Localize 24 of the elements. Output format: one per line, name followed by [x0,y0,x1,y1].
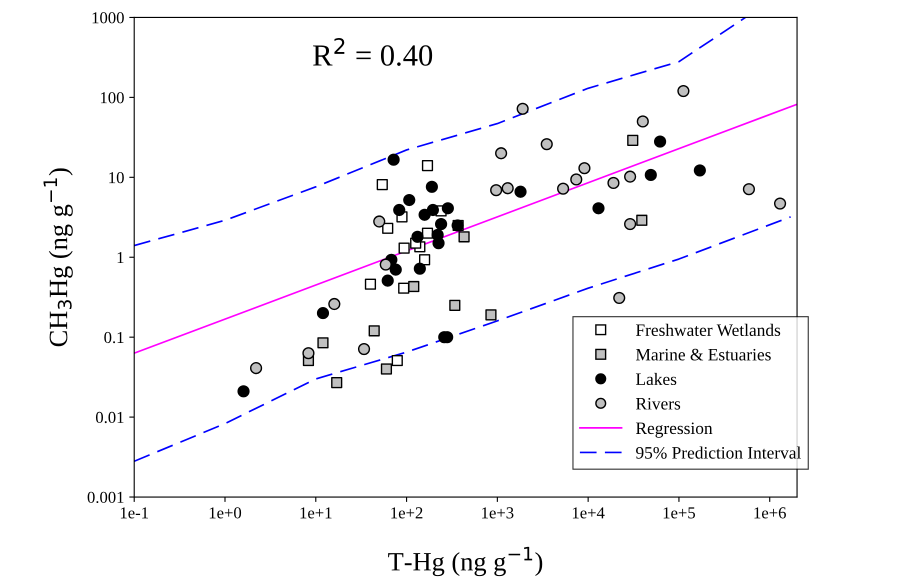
y-tick-label: 0.1 [104,332,124,344]
x-tick-label: 1e+1 [300,507,332,518]
x-tick-label: 1e+6 [754,507,786,518]
y-tick-label: 10 [109,172,124,184]
y-axis-title: CH$_{3}$Hg (ng g$^{−1}$) [44,168,73,346]
legend-label: Lakes [636,372,676,386]
legend-label: Rivers [636,398,680,410]
legend-label: Regression [636,422,712,438]
x-tick-label: 1e+4 [572,507,605,518]
y-tick-label: 100 [100,92,124,104]
x-tick-label: 1e+0 [210,507,242,518]
y-tick-label: 1000 [92,12,124,24]
legend-label: 95% Prediction Interval [636,446,801,459]
x-tick-label: 1e-1 [120,507,148,518]
x-tick-label: 1e+5 [664,507,696,518]
x-tick-label: 1e+3 [482,507,514,518]
legend-label: Freshwater Wetlands [636,324,780,336]
annotation: R$^{2}$ = 0.40 [313,38,432,66]
legend-label: Marine & Estuaries [636,348,771,361]
x-tick-label: 1e+2 [391,507,422,518]
x-axis-title: T-Hg (ng g$^{−1}$) [388,546,542,576]
y-tick-label: 1 [118,252,124,264]
y-tick-label: 0.001 [88,492,124,504]
y-tick-label: 0.01 [96,412,124,424]
